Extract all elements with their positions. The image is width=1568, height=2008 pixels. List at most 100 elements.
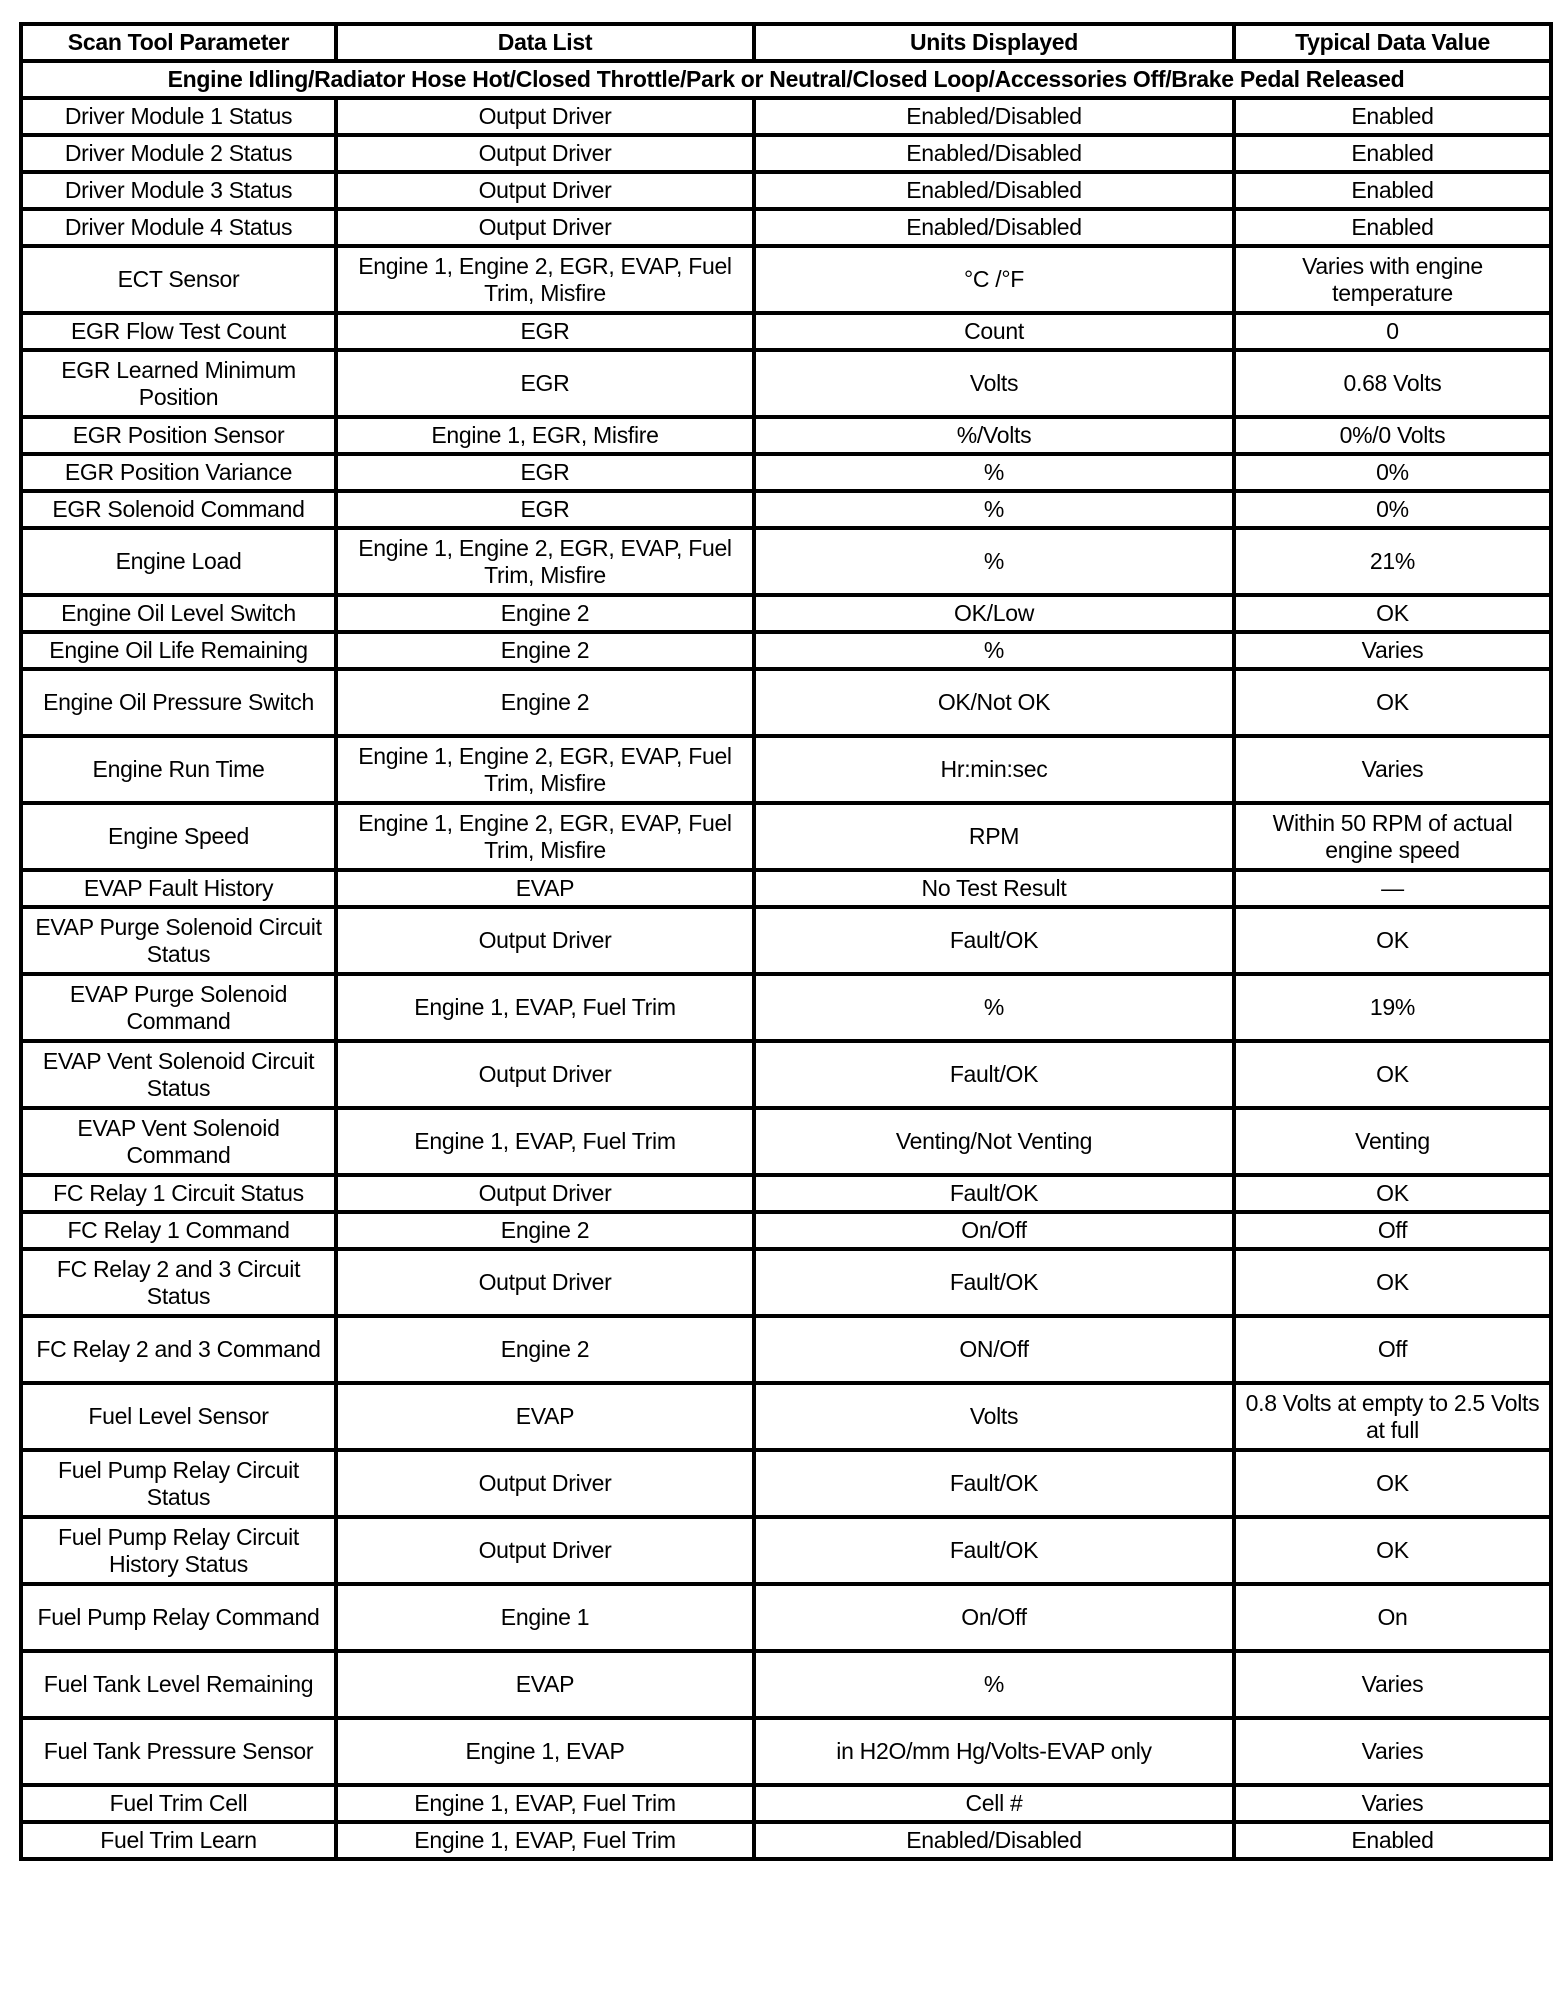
- cell-parameter: EVAP Vent Solenoid Circuit Status: [19, 1039, 338, 1110]
- cell-typical-value: Varies: [1232, 1649, 1553, 1720]
- cell-parameter: Fuel Tank Level Remaining: [19, 1649, 338, 1720]
- cell-units: %: [752, 489, 1236, 530]
- cell-typical-value: Enabled: [1232, 133, 1553, 174]
- cell-units: Count: [752, 311, 1236, 352]
- cell-parameter: EVAP Purge Solenoid Command: [19, 972, 338, 1043]
- cell-units: °C /°F: [752, 244, 1236, 315]
- cell-typical-value: Varies: [1232, 1783, 1553, 1824]
- table-row: Engine Oil Pressure Switch Engine 2 OK/Not…: [19, 667, 1553, 738]
- cell-typical-value: Varies with engine temperature: [1232, 244, 1553, 315]
- cell-parameter: FC Relay 1 Circuit Status: [19, 1173, 338, 1214]
- table-row: FC Relay 1 Circuit Status Output Driver Fa…: [19, 1173, 1553, 1214]
- cell-data-list: EGR: [334, 452, 756, 493]
- cell-data-list: Output Driver: [334, 133, 756, 174]
- cell-data-list: EVAP: [334, 868, 756, 909]
- cell-units: %: [752, 452, 1236, 493]
- cell-parameter: Engine Run Time: [19, 734, 338, 805]
- cell-typical-value: OK: [1232, 905, 1553, 976]
- table-row: FC Relay 2 and 3 Command Engine 2 ON/Off Of…: [19, 1314, 1553, 1385]
- cell-parameter: EVAP Vent Solenoid Command: [19, 1106, 338, 1177]
- condition-row: Engine Idling/Radiator Hose Hot/Closed T…: [19, 59, 1553, 100]
- cell-parameter: Engine Oil Life Remaining: [19, 630, 338, 671]
- table-row: EGR Position Sensor Engine 1, EGR, Misfir…: [19, 415, 1553, 456]
- cell-parameter: EGR Solenoid Command: [19, 489, 338, 530]
- cell-parameter: Fuel Trim Cell: [19, 1783, 338, 1824]
- cell-units: OK/Not OK: [752, 667, 1236, 738]
- cell-units: Cell #: [752, 1783, 1236, 1824]
- cell-parameter: EGR Position Variance: [19, 452, 338, 493]
- header-units: Units Displayed: [752, 22, 1236, 63]
- table-row: Engine Load Engine 1, Engine 2, EGR, EVAP…: [19, 526, 1553, 597]
- cell-typical-value: Off: [1232, 1210, 1553, 1251]
- cell-units: On/Off: [752, 1210, 1236, 1251]
- cell-parameter: Engine Speed: [19, 801, 338, 872]
- cell-units: in H2O/mm Hg/Volts-EVAP only: [752, 1716, 1236, 1787]
- table-row: Fuel Trim Learn Engine 1, EVAP, Fuel Trim…: [19, 1820, 1553, 1861]
- cell-data-list: Engine 1, EVAP, Fuel Trim: [334, 1106, 756, 1177]
- table-row: Driver Module 3 Status Output Driver Enabl…: [19, 170, 1553, 211]
- table-row: EVAP Purge Solenoid Circuit Status Output…: [19, 905, 1553, 976]
- cell-units: Volts: [752, 348, 1236, 419]
- table-row: Engine Run Time Engine 1, Engine 2, EGR, …: [19, 734, 1553, 805]
- cell-units: %: [752, 526, 1236, 597]
- cell-data-list: Output Driver: [334, 1039, 756, 1110]
- header-typical-value: Typical Data Value: [1232, 22, 1553, 63]
- cell-typical-value: Varies: [1232, 630, 1553, 671]
- cell-typical-value: OK: [1232, 1039, 1553, 1110]
- table-row: FC Relay 1 Command Engine 2 On/Off Off: [19, 1210, 1553, 1251]
- cell-typical-value: 19%: [1232, 972, 1553, 1043]
- cell-parameter: Engine Oil Pressure Switch: [19, 667, 338, 738]
- cell-typical-value: —: [1232, 868, 1553, 909]
- cell-data-list: Output Driver: [334, 96, 756, 137]
- cell-parameter: EVAP Fault History: [19, 868, 338, 909]
- cell-data-list: Output Driver: [334, 905, 756, 976]
- cell-units: ON/Off: [752, 1314, 1236, 1385]
- cell-data-list: Output Driver: [334, 207, 756, 248]
- table-row: Fuel Pump Relay Circuit History Status Ou…: [19, 1515, 1553, 1586]
- cell-typical-value: 0%/0 Volts: [1232, 415, 1553, 456]
- table-row: Fuel Tank Level Remaining EVAP% Varies: [19, 1649, 1553, 1720]
- cell-data-list: Engine 2: [334, 1314, 756, 1385]
- cell-data-list: Output Driver: [334, 1515, 756, 1586]
- cell-units: %/Volts: [752, 415, 1236, 456]
- cell-typical-value: 0: [1232, 311, 1553, 352]
- cell-units: %: [752, 630, 1236, 671]
- cell-data-list: Engine 1, EVAP, Fuel Trim: [334, 1820, 756, 1861]
- cell-parameter: Engine Oil Level Switch: [19, 593, 338, 634]
- cell-parameter: EGR Learned Minimum Position: [19, 348, 338, 419]
- table-row: Driver Module 2 Status Output Driver Enabl…: [19, 133, 1553, 174]
- cell-data-list: Engine 2: [334, 630, 756, 671]
- cell-typical-value: Varies: [1232, 1716, 1553, 1787]
- cell-parameter: Engine Load: [19, 526, 338, 597]
- table-row: Fuel Tank Pressure Sensor Engine 1, EVAP i…: [19, 1716, 1553, 1787]
- cell-parameter: FC Relay 2 and 3 Command: [19, 1314, 338, 1385]
- cell-units: Venting/Not Venting: [752, 1106, 1236, 1177]
- cell-units: Fault/OK: [752, 905, 1236, 976]
- cell-parameter: EGR Position Sensor: [19, 415, 338, 456]
- cell-units: Fault/OK: [752, 1039, 1236, 1110]
- cell-data-list: Engine 2: [334, 593, 756, 634]
- cell-units: Enabled/Disabled: [752, 1820, 1236, 1861]
- cell-typical-value: Off: [1232, 1314, 1553, 1385]
- cell-units: %: [752, 1649, 1236, 1720]
- table-row: Driver Module 1 Status Output Driver Enabl…: [19, 96, 1553, 137]
- cell-data-list: Output Driver: [334, 1247, 756, 1318]
- table-row: EGR Position Variance EGR% 0%: [19, 452, 1553, 493]
- cell-parameter: Fuel Pump Relay Circuit Status: [19, 1448, 338, 1519]
- table-row: EGR Flow Test Count EGR Count 0: [19, 311, 1553, 352]
- table-row: Engine Oil Life Remaining Engine 2% Varies: [19, 630, 1553, 671]
- cell-data-list: Engine 2: [334, 1210, 756, 1251]
- header-data-list: Data List: [334, 22, 756, 63]
- cell-typical-value: OK: [1232, 593, 1553, 634]
- cell-data-list: EVAP: [334, 1649, 756, 1720]
- table-row: Fuel Pump Relay Command Engine 1 On/Off On: [19, 1582, 1553, 1653]
- cell-typical-value: OK: [1232, 1247, 1553, 1318]
- cell-typical-value: OK: [1232, 1515, 1553, 1586]
- cell-units: %: [752, 972, 1236, 1043]
- cell-parameter: Fuel Trim Learn: [19, 1820, 338, 1861]
- cell-data-list: Engine 1, EVAP, Fuel Trim: [334, 972, 756, 1043]
- cell-data-list: Engine 1, EGR, Misfire: [334, 415, 756, 456]
- cell-parameter: Driver Module 3 Status: [19, 170, 338, 211]
- cell-typical-value: OK: [1232, 667, 1553, 738]
- cell-data-list: Output Driver: [334, 170, 756, 211]
